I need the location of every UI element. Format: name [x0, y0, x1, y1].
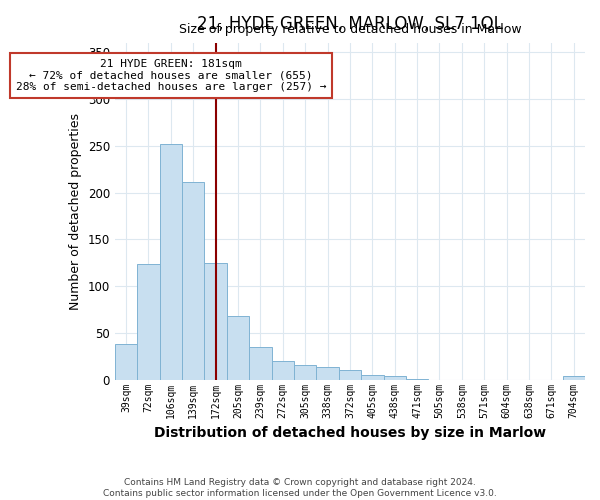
Bar [294, 364, 316, 380]
Bar [383, 376, 406, 380]
Bar [272, 361, 294, 380]
Bar [160, 144, 182, 380]
Bar [406, 378, 428, 380]
Bar [205, 262, 227, 380]
Bar [316, 368, 339, 380]
Title: 21, HYDE GREEN, MARLOW, SL7 1QL: 21, HYDE GREEN, MARLOW, SL7 1QL [197, 15, 503, 33]
Bar [563, 376, 585, 380]
Y-axis label: Number of detached properties: Number of detached properties [69, 113, 82, 310]
Text: 21 HYDE GREEN: 181sqm
← 72% of detached houses are smaller (655)
28% of semi-det: 21 HYDE GREEN: 181sqm ← 72% of detached … [16, 59, 326, 92]
Bar [361, 375, 383, 380]
X-axis label: Distribution of detached houses by size in Marlow: Distribution of detached houses by size … [154, 426, 546, 440]
Text: Size of property relative to detached houses in Marlow: Size of property relative to detached ho… [179, 23, 521, 36]
Bar [227, 316, 249, 380]
Bar [182, 182, 205, 380]
Bar [249, 347, 272, 380]
Bar [115, 344, 137, 380]
Text: Contains HM Land Registry data © Crown copyright and database right 2024.
Contai: Contains HM Land Registry data © Crown c… [103, 478, 497, 498]
Bar [137, 264, 160, 380]
Bar [339, 370, 361, 380]
